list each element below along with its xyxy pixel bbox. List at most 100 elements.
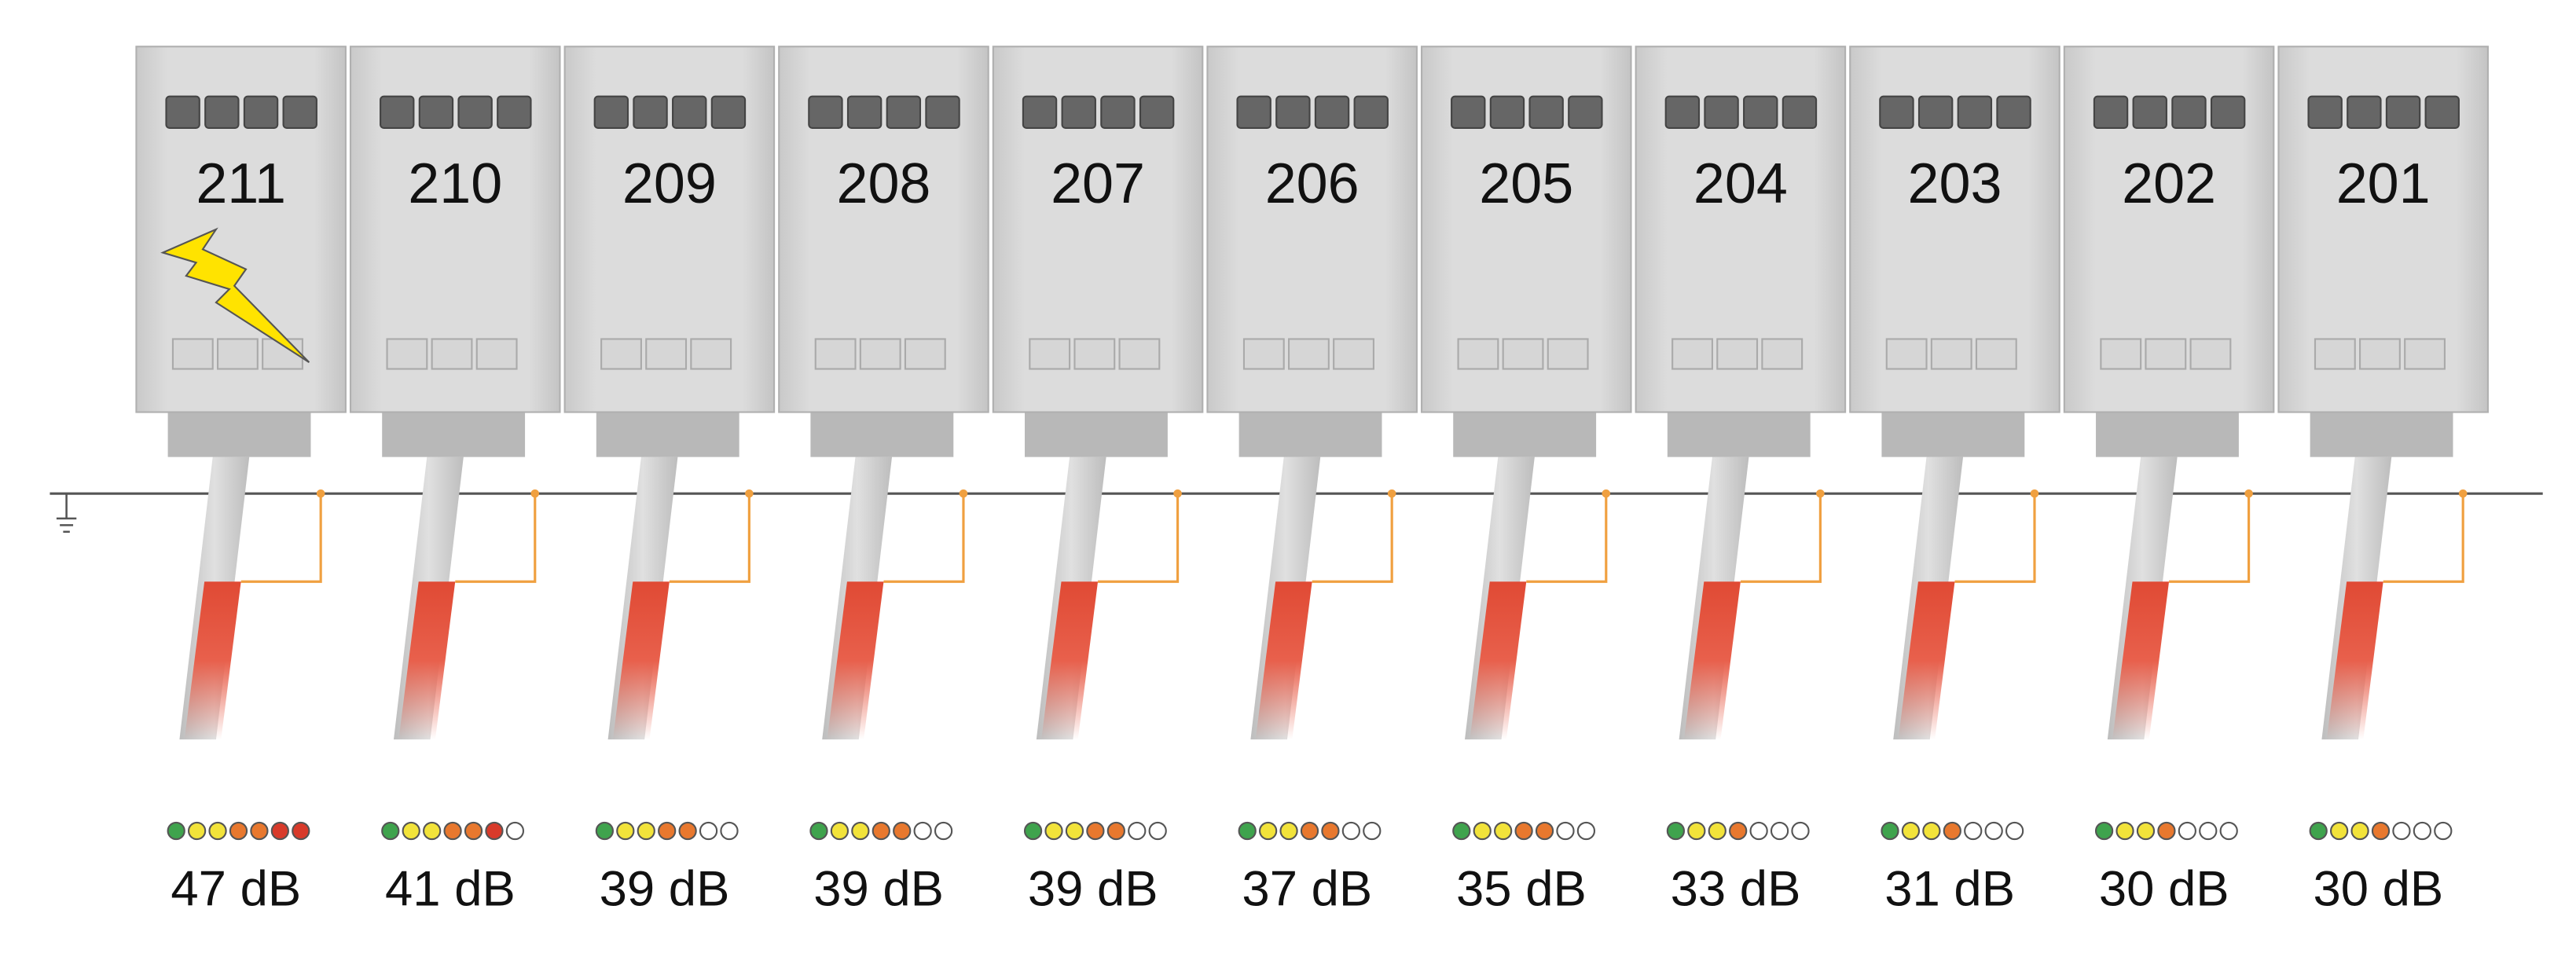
port (1022, 95, 1058, 129)
level-led (1023, 821, 1043, 841)
port (204, 95, 240, 129)
port (1704, 95, 1739, 129)
level-led (1943, 821, 1961, 841)
level-led (1729, 821, 1748, 841)
level-led (2199, 821, 2218, 841)
shield-wire (240, 493, 322, 583)
level-led (809, 821, 828, 841)
level-led (616, 821, 635, 841)
level-led (292, 821, 310, 841)
level-led (699, 821, 718, 841)
wire-node (2458, 489, 2468, 498)
wire-node (530, 489, 540, 498)
shield-wire (1098, 493, 1180, 583)
level-led (1881, 821, 1899, 841)
level-led (2330, 821, 2349, 841)
level-led (1535, 821, 1554, 841)
port (886, 95, 922, 129)
port (1061, 95, 1096, 129)
level-led (250, 821, 269, 841)
level-led (1770, 821, 1789, 841)
cable-sheath (184, 581, 241, 740)
terminal (1547, 338, 1589, 370)
module-label: 202 (2122, 152, 2216, 215)
port (1782, 95, 1818, 129)
terminal (1671, 338, 1713, 370)
port (2307, 95, 2343, 129)
reading: 41 dB (385, 861, 516, 916)
port (282, 95, 317, 129)
port (1917, 95, 1954, 129)
terminal (1073, 338, 1116, 370)
reading: 39 dB (600, 861, 730, 916)
terminal (1029, 338, 1071, 370)
wire-node (2244, 489, 2253, 498)
level-led (1473, 821, 1492, 841)
level-led (1341, 821, 1360, 841)
level-led (851, 821, 870, 841)
level-led (1666, 821, 1686, 841)
lightning-icon (160, 227, 310, 363)
level-led (1321, 821, 1340, 841)
port (1996, 95, 2031, 129)
terminal (2189, 338, 2232, 370)
terminal (859, 338, 901, 370)
level-led (505, 821, 525, 841)
cable-sheath (1898, 581, 1955, 740)
level-led (1148, 821, 1167, 841)
terminal (216, 338, 259, 370)
level-led (1576, 821, 1596, 841)
port (1353, 95, 1389, 129)
level-led (2178, 821, 2196, 841)
level-led (1452, 821, 1471, 841)
reading: 30 dB (2313, 861, 2443, 916)
port (457, 95, 493, 129)
cable-sheath (1041, 581, 1099, 740)
level-led (2005, 821, 2024, 841)
terminal (386, 338, 428, 370)
terminal (1457, 338, 1499, 370)
terminal (600, 338, 642, 370)
level-led (187, 821, 207, 841)
level-led (2350, 821, 2369, 841)
port (243, 95, 279, 129)
port (2210, 95, 2246, 129)
shield-wire (2169, 493, 2251, 583)
level-led (381, 821, 400, 841)
terminal (814, 338, 857, 370)
level-led (2136, 821, 2156, 841)
terminal (1885, 338, 1928, 370)
cable-sheath (612, 581, 670, 740)
connector (1667, 412, 1811, 457)
wire-node (959, 489, 968, 498)
port (672, 95, 707, 129)
port (710, 95, 747, 129)
port (846, 95, 883, 129)
level-led (270, 821, 289, 841)
level-led (2371, 821, 2391, 841)
module-label: 203 (1907, 152, 2002, 215)
cable-sheath (1683, 581, 1741, 740)
level-led (2392, 821, 2411, 841)
module-label: 206 (1265, 152, 1360, 215)
level-led (1065, 821, 1084, 841)
wire-node (316, 489, 325, 498)
port (1879, 95, 1914, 129)
reading: 35 dB (1456, 861, 1587, 916)
reading: 47 dB (171, 861, 301, 916)
cable-sheath (1255, 581, 1312, 740)
connector (382, 412, 526, 457)
port (1314, 95, 1350, 129)
shield-wire (2383, 493, 2464, 583)
port (1275, 95, 1311, 129)
port (418, 95, 454, 129)
level-led (893, 821, 912, 841)
terminal (1716, 338, 1759, 370)
level-led (678, 821, 697, 841)
port (808, 95, 843, 129)
terminal (2100, 338, 2142, 370)
reading: 31 dB (1884, 861, 2015, 916)
level-led (443, 821, 462, 841)
module-label: 204 (1693, 152, 1788, 215)
